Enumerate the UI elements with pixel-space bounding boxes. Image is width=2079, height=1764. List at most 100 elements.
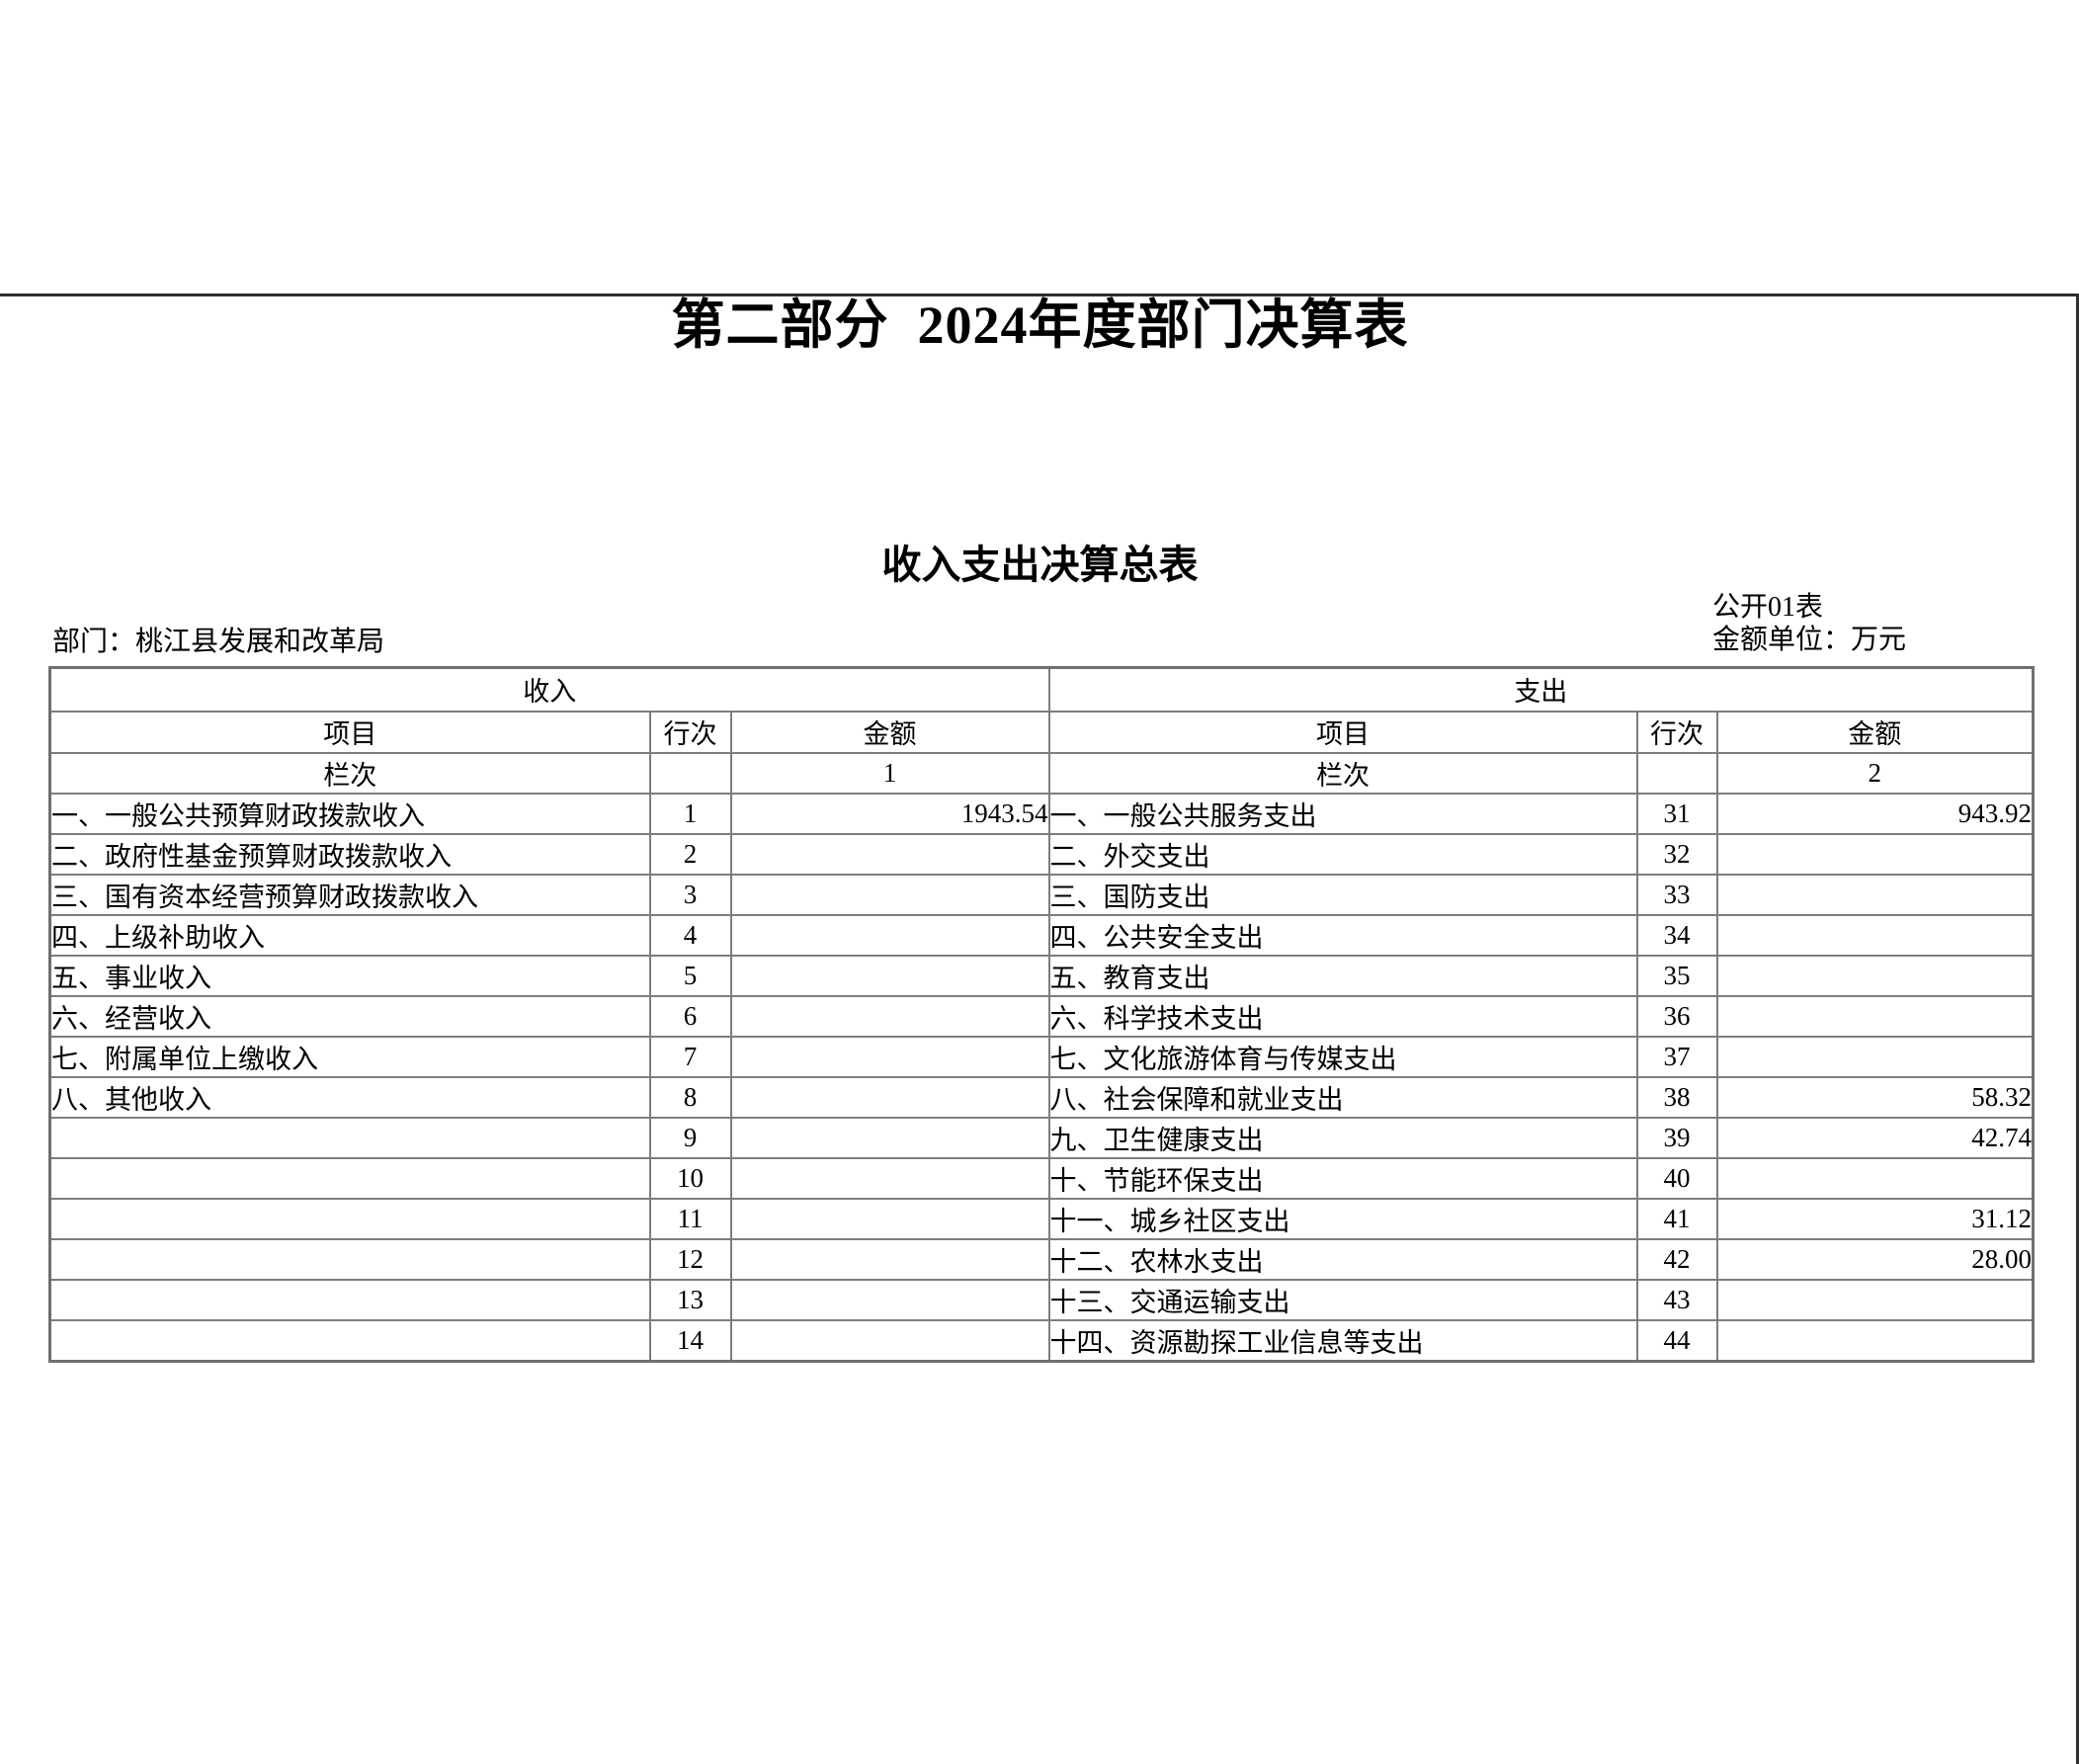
table-row: 11 十一、城乡社区支出 41 31.12 (48, 1197, 2035, 1240)
income-amount-cell (729, 1318, 1050, 1363)
expenditure-section-header: 支出 (1047, 666, 2035, 713)
expenditure-item-cell: 四、公共安全支出 (1047, 913, 1638, 957)
page-edge-right-line (2076, 294, 2079, 1764)
income-rowno-cell: 12 (648, 1237, 732, 1281)
expenditure-amount-header: 金额 (1715, 710, 2035, 754)
expenditure-rowno-cell: 32 (1635, 832, 1718, 876)
meta-right-block: 公开01表 金额单位：万元 (1712, 591, 1906, 656)
income-rowno-cell: 4 (648, 913, 732, 957)
expenditure-rowno-cell: 39 (1635, 1116, 1718, 1159)
expenditure-item-cell: 十、节能环保支出 (1047, 1156, 1638, 1200)
expenditure-item-cell: 三、国防支出 (1047, 873, 1638, 916)
expenditure-amount-cell: 28.00 (1715, 1237, 2035, 1281)
income-rowno-cell: 8 (648, 1075, 732, 1119)
expenditure-item-header: 项目 (1047, 710, 1638, 754)
expenditure-amount-cell (1715, 1156, 2035, 1200)
income-item-cell: 八、其他收入 (48, 1075, 651, 1119)
income-rowno-cell: 2 (648, 832, 732, 876)
expenditure-item-cell: 六、科学技术支出 (1047, 994, 1638, 1038)
expenditure-item-cell: 七、文化旅游体育与传媒支出 (1047, 1035, 1638, 1078)
expenditure-rowno-cell: 34 (1635, 913, 1718, 957)
income-rowno-cell: 6 (648, 994, 732, 1038)
table-row: 一、一般公共预算财政拨款收入 1 1943.54 一、一般公共服务支出 31 9… (48, 792, 2035, 835)
summary-table: 收入 支出 项目 行次 金额 项目 行次 金额 栏次 1 栏次 2 一、一般公共… (48, 665, 2036, 1363)
expenditure-rowno-header: 行次 (1635, 710, 1718, 754)
income-item-cell: 七、附属单位上缴收入 (48, 1035, 651, 1078)
expenditure-amount-cell (1715, 1278, 2035, 1321)
income-item-cell (48, 1237, 651, 1281)
table-row: 12 十二、农林水支出 42 28.00 (48, 1237, 2035, 1281)
income-item-header: 项目 (48, 710, 651, 754)
expenditure-item-cell: 五、教育支出 (1047, 954, 1638, 997)
income-item-cell: 五、事业收入 (48, 954, 651, 997)
income-amount-cell (729, 954, 1050, 997)
expenditure-rowno-cell: 36 (1635, 994, 1718, 1038)
table-row: 七、附属单位上缴收入 7 七、文化旅游体育与传媒支出 37 (48, 1035, 2035, 1078)
income-rowno-cell: 5 (648, 954, 732, 997)
document-page: 第二部分 2024年度部门决算表 收入支出决算总表 公开01表 金额单位：万元 … (48, 294, 2036, 1363)
column-header-row: 项目 行次 金额 项目 行次 金额 (48, 710, 2035, 754)
income-amount-cell: 1943.54 (729, 792, 1050, 835)
expenditure-amount-cell: 58.32 (1715, 1075, 2035, 1119)
expenditure-index-label: 栏次 (1047, 751, 1638, 795)
expenditure-index-number: 2 (1715, 751, 2035, 795)
income-rowno-header: 行次 (648, 710, 732, 754)
section-header-row: 收入 支出 (48, 666, 2035, 713)
expenditure-rowno-cell: 44 (1635, 1318, 1718, 1363)
expenditure-amount-cell (1715, 954, 2035, 997)
table-row: 三、国有资本经营预算财政拨款收入 3 三、国防支出 33 (48, 873, 2035, 916)
income-item-cell: 四、上级补助收入 (48, 913, 651, 957)
income-rowno-cell: 10 (648, 1156, 732, 1200)
expenditure-amount-cell (1715, 1318, 2035, 1363)
table-row: 10 十、节能环保支出 40 (48, 1156, 2035, 1200)
income-amount-cell (729, 1237, 1050, 1281)
table-meta: 公开01表 金额单位：万元 部门：桃江县发展和改革局 (48, 591, 2032, 658)
table-row: 八、其他收入 8 八、社会保障和就业支出 38 58.32 (48, 1075, 2035, 1119)
expenditure-amount-cell (1715, 1035, 2035, 1078)
blank-cell (648, 751, 732, 795)
income-item-cell (48, 1197, 651, 1240)
page-title: 第二部分 2024年度部门决算表 (671, 295, 1409, 355)
expenditure-rowno-cell: 40 (1635, 1156, 1718, 1200)
expenditure-rowno-cell: 41 (1635, 1197, 1718, 1240)
expenditure-amount-cell (1715, 873, 2035, 916)
form-code-label: 公开01表 (1712, 591, 1824, 623)
table-subtitle: 收入支出决算总表 (881, 542, 1199, 587)
table-row: 六、经营收入 6 六、科学技术支出 36 (48, 994, 2035, 1038)
income-item-cell: 一、一般公共预算财政拨款收入 (48, 792, 651, 835)
expenditure-amount-cell: 943.92 (1715, 792, 2035, 835)
table-row: 14 十四、资源勘探工业信息等支出 44 (48, 1318, 2035, 1363)
income-rowno-cell: 13 (648, 1278, 732, 1321)
page-edge-top-line (0, 294, 2079, 296)
income-rowno-cell: 3 (648, 873, 732, 916)
expenditure-amount-cell (1715, 913, 2035, 957)
table-row: 四、上级补助收入 4 四、公共安全支出 34 (48, 913, 2035, 957)
income-item-cell: 六、经营收入 (48, 994, 651, 1038)
income-item-cell (48, 1116, 651, 1159)
income-amount-cell (729, 1075, 1050, 1119)
expenditure-item-cell: 二、外交支出 (1047, 832, 1638, 876)
expenditure-item-cell: 九、卫生健康支出 (1047, 1116, 1638, 1159)
income-rowno-cell: 11 (648, 1197, 732, 1240)
income-amount-header: 金额 (729, 710, 1050, 754)
expenditure-amount-cell (1715, 994, 2035, 1038)
expenditure-item-cell: 十四、资源勘探工业信息等支出 (1047, 1318, 1638, 1363)
unit-label: 金额单位：万元 (1712, 624, 1907, 655)
expenditure-rowno-cell: 38 (1635, 1075, 1718, 1119)
income-item-cell (48, 1156, 651, 1200)
income-rowno-cell: 9 (648, 1116, 732, 1159)
income-amount-cell (729, 1278, 1050, 1321)
income-index-number: 1 (729, 751, 1050, 795)
income-amount-cell (729, 1197, 1050, 1240)
income-rowno-cell: 1 (648, 792, 732, 835)
expenditure-rowno-cell: 33 (1635, 873, 1718, 916)
expenditure-amount-cell (1715, 832, 2035, 876)
expenditure-item-cell: 一、一般公共服务支出 (1047, 792, 1638, 835)
expenditure-item-cell: 十三、交通运输支出 (1047, 1278, 1638, 1321)
income-section-header: 收入 (48, 666, 1050, 713)
expenditure-item-cell: 八、社会保障和就业支出 (1047, 1075, 1638, 1119)
income-rowno-cell: 14 (648, 1318, 732, 1363)
expenditure-amount-cell: 42.74 (1715, 1116, 2035, 1159)
income-amount-cell (729, 1116, 1050, 1159)
income-amount-cell (729, 1156, 1050, 1200)
